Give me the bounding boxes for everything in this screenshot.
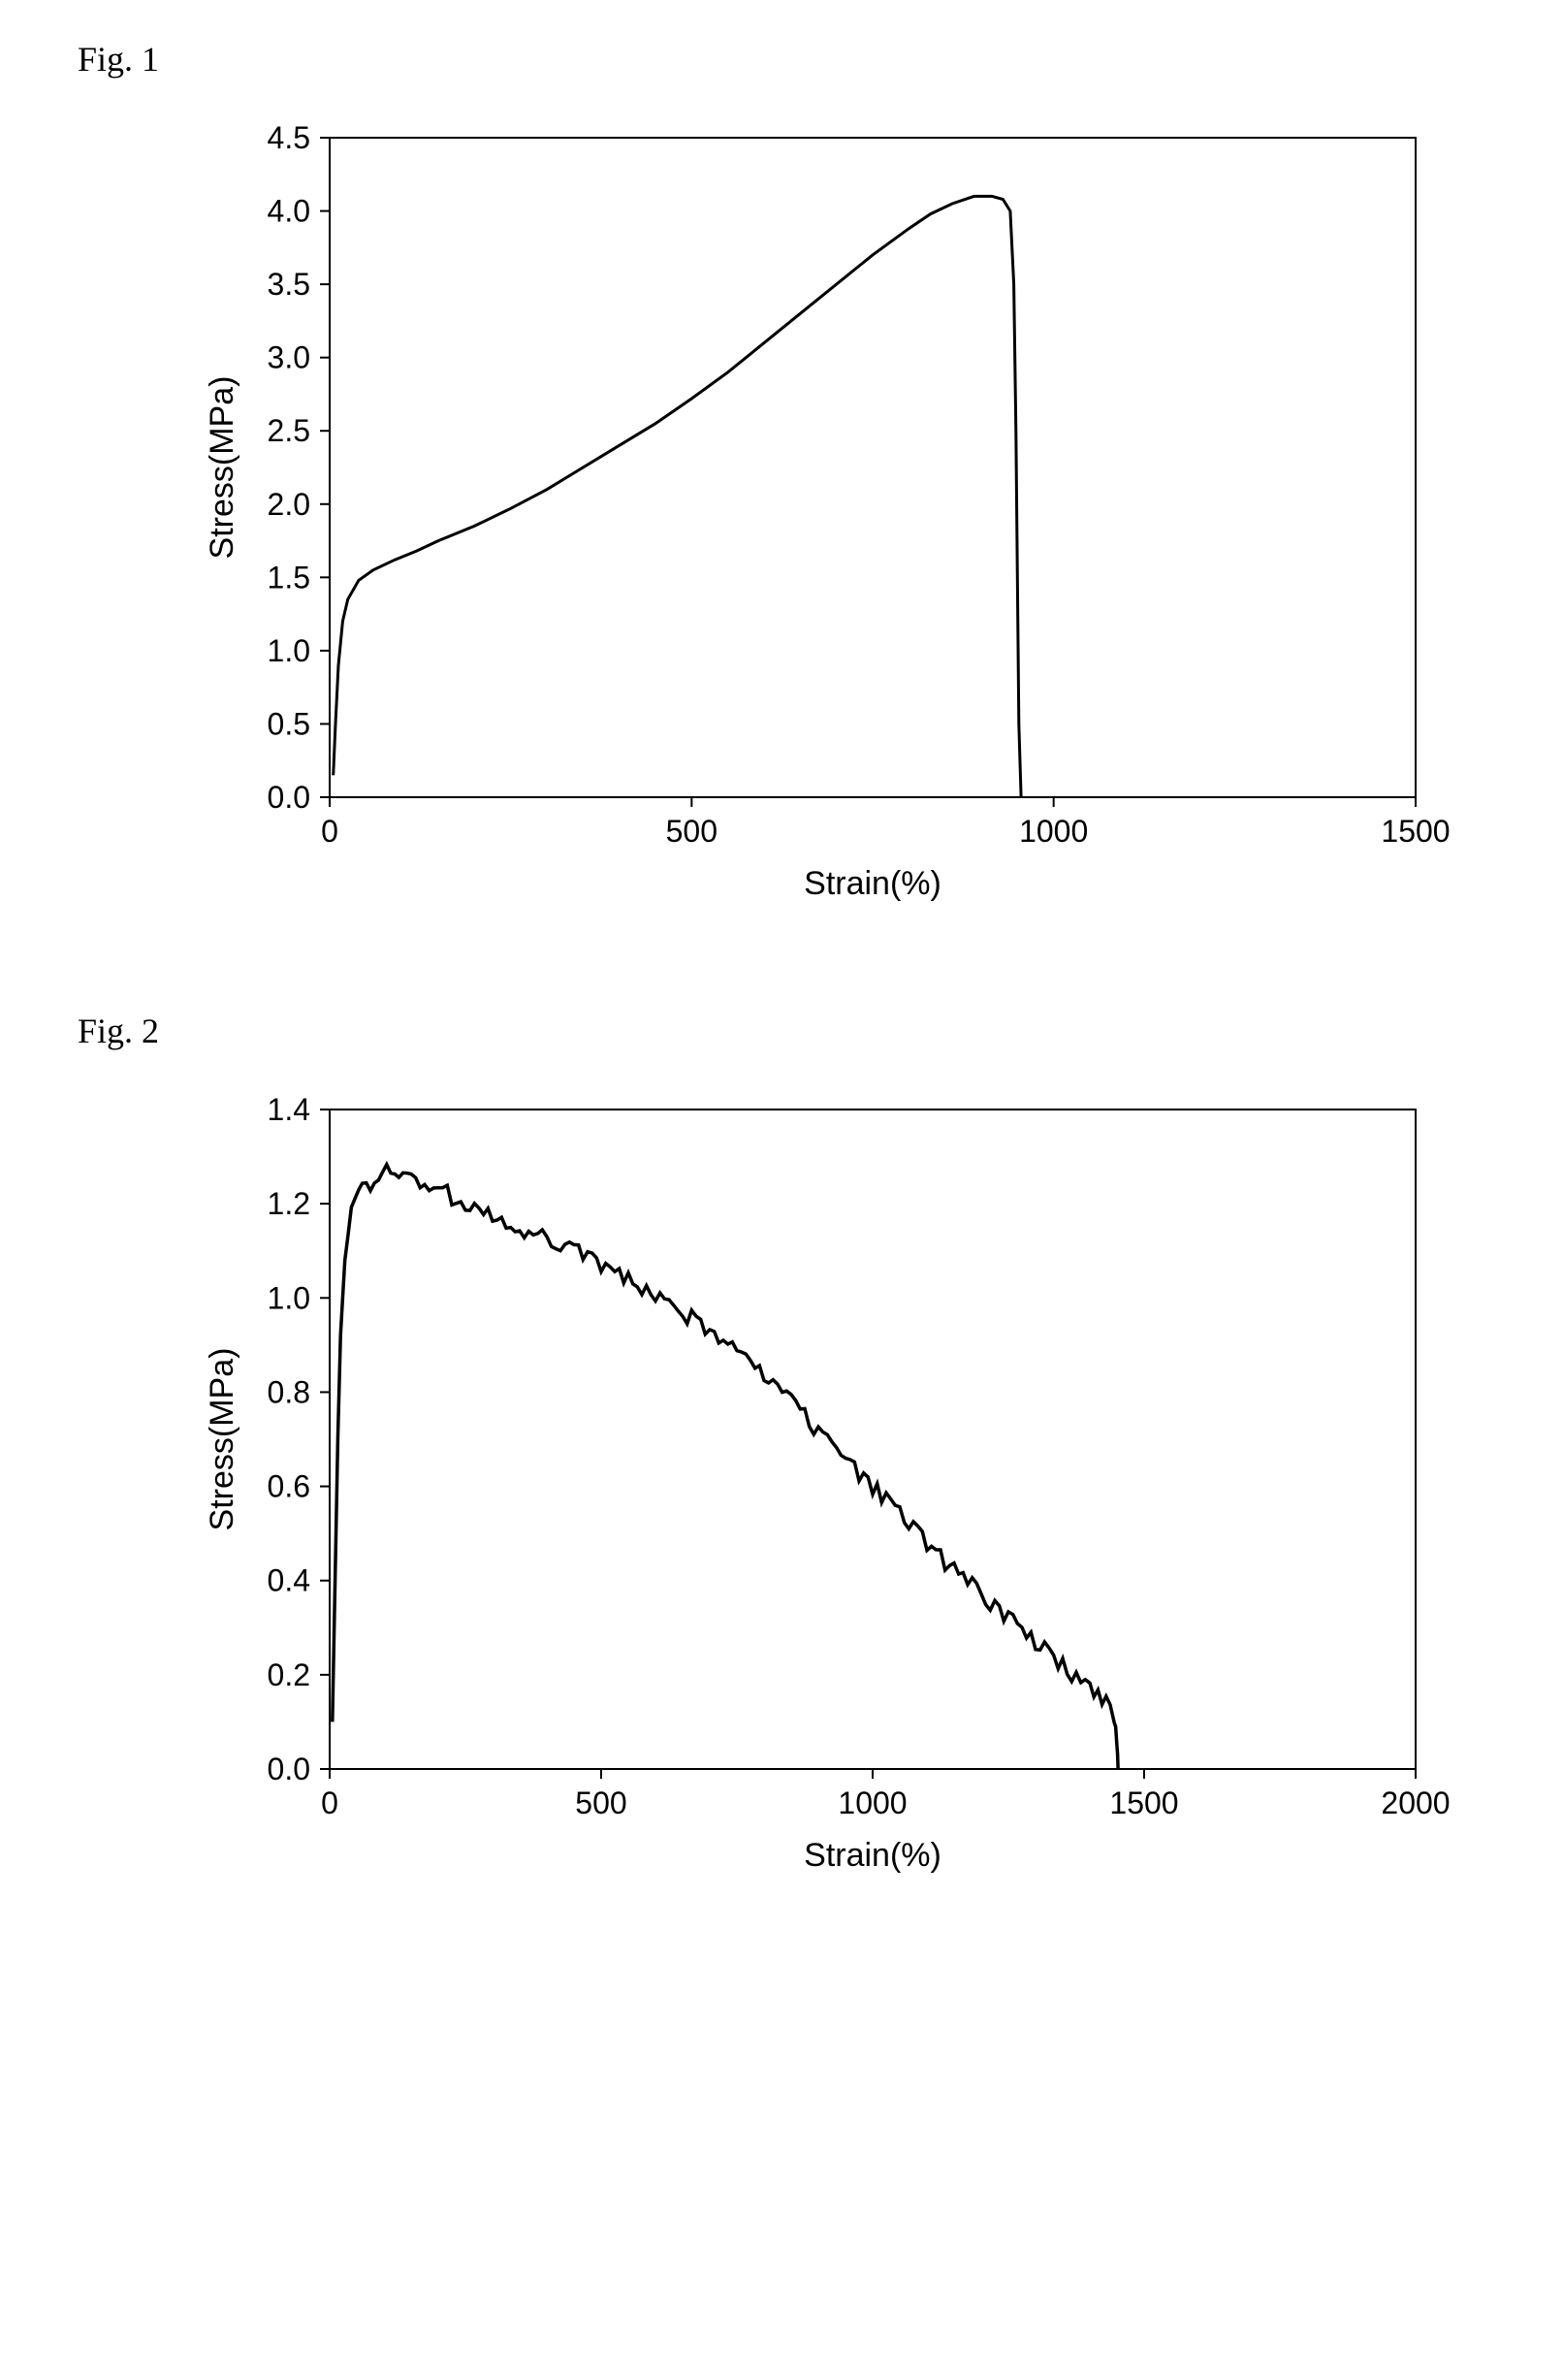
svg-text:2.0: 2.0 [268,487,310,522]
svg-text:1.5: 1.5 [268,560,310,595]
svg-text:Strain(%): Strain(%) [804,1837,941,1874]
svg-text:1500: 1500 [1381,814,1450,849]
svg-text:0.0: 0.0 [268,780,310,815]
svg-text:1.4: 1.4 [268,1092,310,1127]
svg-text:0: 0 [321,1785,338,1820]
svg-text:3.0: 3.0 [268,340,310,375]
svg-text:1.0: 1.0 [268,633,310,668]
figure-2-chart: 0 500 1000 1500 2000 0.0 0.2 0.4 0.6 0.8 1.0 1.2 1.4… [194,1090,1505,1885]
svg-text:0.2: 0.2 [268,1657,310,1692]
svg-text:4.5: 4.5 [268,120,310,155]
figure-1-block: Fig. 1 0 500 1000 1500 0.0 0.5 1.0 1.5 2.0 2.5 3.0… [58,39,1505,914]
svg-text:1500: 1500 [1109,1785,1178,1820]
svg-text:0.5: 0.5 [268,706,310,741]
svg-text:1000: 1000 [838,1785,907,1820]
svg-text:2.5: 2.5 [268,413,310,448]
svg-text:3.5: 3.5 [268,267,310,302]
svg-text:2000: 2000 [1381,1785,1450,1820]
svg-text:500: 500 [575,1785,626,1820]
figure-2-block: Fig. 2 0 500 1000 1500 2000 0.0 0.2 0.4 0.6 0.8 1.… [58,1011,1505,1885]
figure-1-svg: 0 500 1000 1500 0.0 0.5 1.0 1.5 2.0 2.5 3.0 3.5 4.0 4… [194,118,1454,914]
svg-text:0.4: 0.4 [268,1563,310,1598]
svg-text:1.2: 1.2 [268,1186,310,1221]
svg-text:0.0: 0.0 [268,1752,310,1786]
svg-text:Stress(MPa): Stress(MPa) [204,376,240,560]
svg-text:500: 500 [666,814,718,849]
svg-text:0.8: 0.8 [268,1374,310,1409]
svg-text:0: 0 [321,814,338,849]
figure-2-label: Fig. 2 [78,1011,1505,1051]
svg-text:0.6: 0.6 [268,1469,310,1504]
figure-1-label: Fig. 1 [78,39,1505,80]
svg-text:1000: 1000 [1019,814,1088,849]
figure-2-svg: 0 500 1000 1500 2000 0.0 0.2 0.4 0.6 0.8 1.0 1.2 1.4… [194,1090,1454,1885]
svg-text:Stress(MPa): Stress(MPa) [204,1348,240,1531]
figure-1-chart: 0 500 1000 1500 0.0 0.5 1.0 1.5 2.0 2.5 3.0 3.5 4.0 4… [194,118,1505,914]
svg-text:1.0: 1.0 [268,1280,310,1315]
svg-text:4.0: 4.0 [268,194,310,229]
svg-text:Strain(%): Strain(%) [804,865,941,902]
